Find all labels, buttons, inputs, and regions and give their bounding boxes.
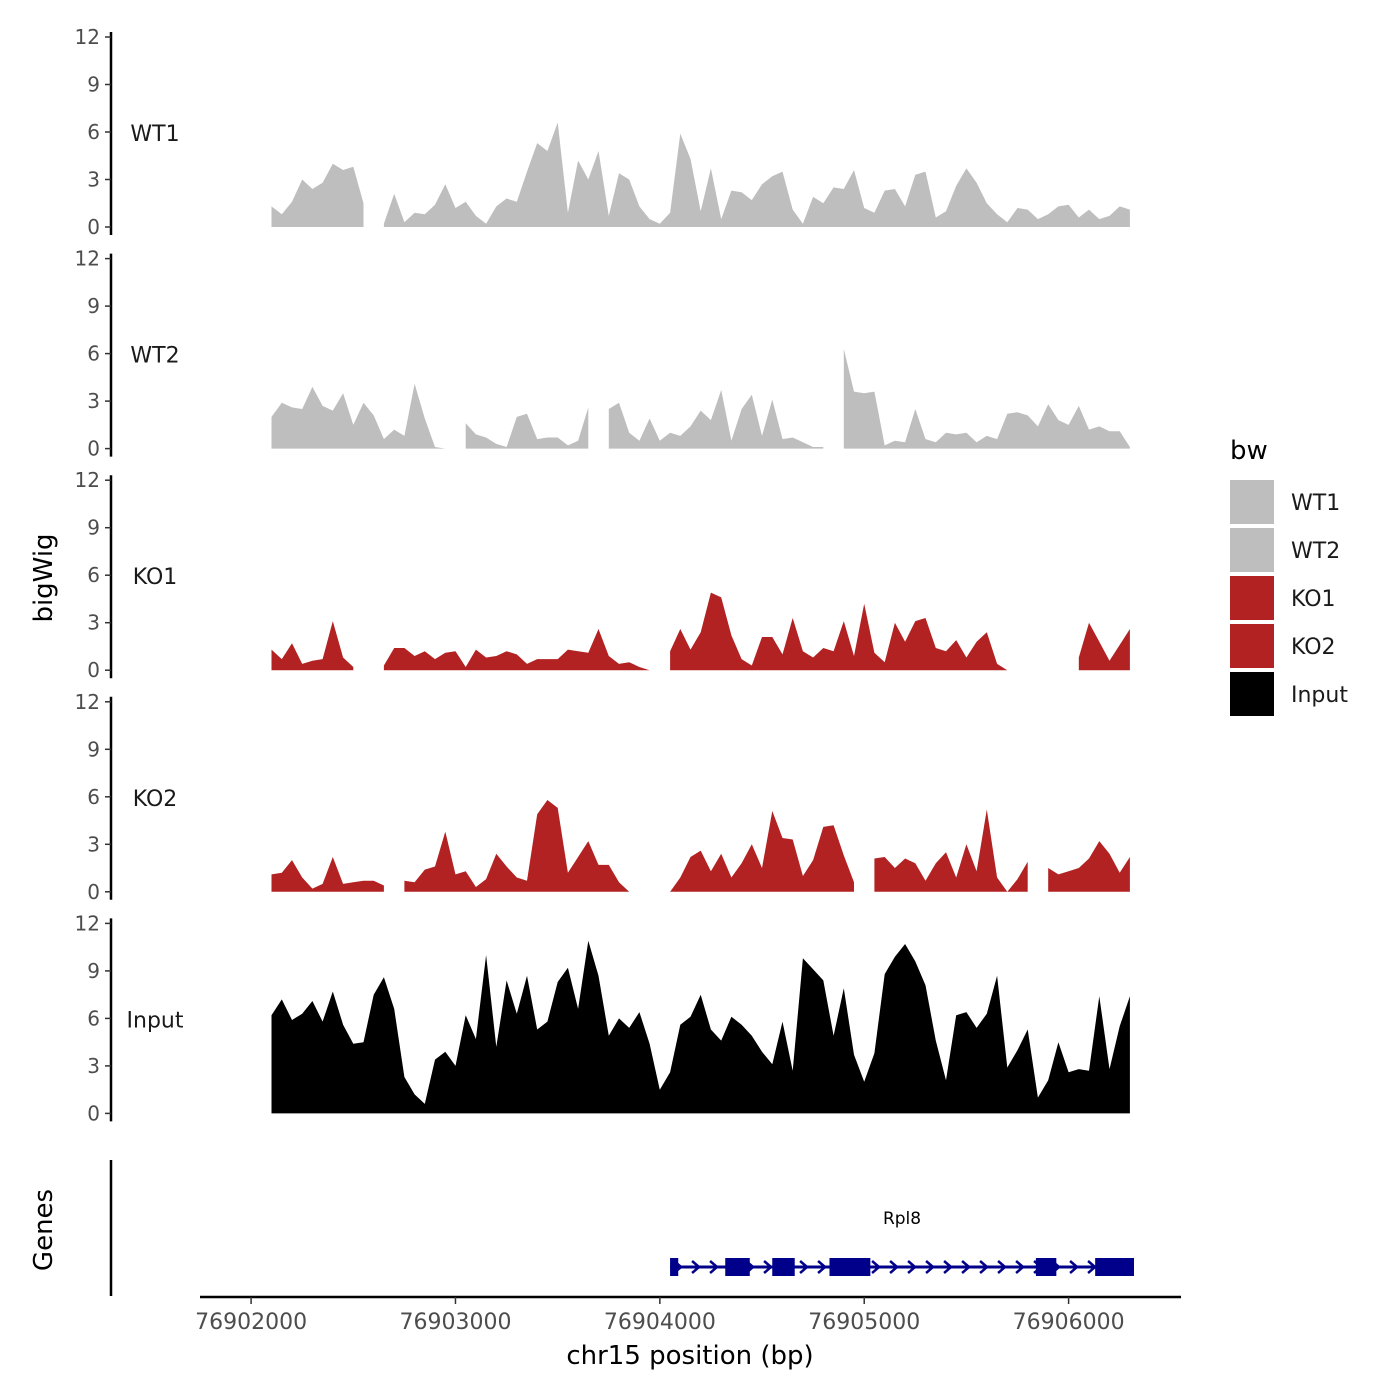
strand-arrow	[1015, 1260, 1025, 1274]
strand-arrow	[943, 1260, 953, 1274]
legend-label-input: Input	[1291, 683, 1348, 708]
y-tick-label: 6	[87, 342, 100, 366]
legend-label-ko1: KO1	[1291, 587, 1336, 612]
genes-panel: Rpl8	[109, 1160, 1134, 1296]
gene-rpl8: Rpl8	[670, 1209, 1134, 1276]
strand-arrow	[889, 1260, 899, 1274]
strand-arrow	[1087, 1260, 1097, 1274]
strand-arrow	[799, 1260, 809, 1274]
gene-exon	[1095, 1258, 1134, 1276]
strand-arrow	[997, 1260, 1007, 1274]
y-tick-label: 6	[87, 563, 100, 587]
gene-exon	[725, 1258, 750, 1276]
track-wt1: 0 3 6 9 12 WT1	[75, 25, 1130, 239]
legend: bw WT1 WT2 KO1 KO2 Input	[1230, 436, 1348, 716]
track-label-ko1: KO1	[133, 565, 178, 590]
legend-swatch-wt2	[1230, 528, 1274, 572]
y-tick-label: 3	[87, 389, 100, 413]
legend-swatch-wt1	[1230, 480, 1274, 524]
y-tick-label: 6	[87, 120, 100, 144]
strand-arrow	[871, 1260, 881, 1274]
gene-exon	[1035, 1258, 1057, 1276]
y-tick-label: 12	[75, 690, 100, 714]
x-tick-label: 76903000	[399, 1310, 511, 1335]
signal-area-ko1	[271, 592, 1130, 671]
y-tick-label: 0	[87, 1101, 100, 1125]
y-tick-label: 3	[87, 168, 100, 192]
track-ko2: 0 3 6 9 12 KO2	[75, 690, 1130, 904]
track-label-input: Input	[127, 1008, 184, 1033]
legend-label-wt2: WT2	[1291, 539, 1340, 564]
y-tick-label: 12	[75, 25, 100, 49]
x-tick-label: 76906000	[1013, 1310, 1125, 1335]
gene-exon	[829, 1258, 871, 1276]
legend-swatch-input	[1230, 672, 1274, 716]
strand-arrow	[691, 1260, 701, 1274]
signal-tracks: 0 3 6 9 12 WT1 0 3 6 9 12 WT2 0 3 6 9 12 KO1 0 3 6 9 12 KO2 0 3 6 9…	[75, 25, 1130, 1125]
y-axis-title: bigWig	[29, 533, 59, 622]
x-axis: 76902000 76903000 76904000 76905000 76906000	[195, 1295, 1181, 1335]
y-tick-label: 9	[87, 959, 100, 983]
track-ko1: 0 3 6 9 12 KO1	[75, 468, 1130, 682]
strand-arrow	[1069, 1260, 1079, 1274]
genes-panel-title: Genes	[29, 1189, 59, 1271]
track-label-ko2: KO2	[133, 787, 178, 812]
y-tick-label: 3	[87, 1054, 100, 1078]
y-tick-label: 3	[87, 611, 100, 635]
gene-exon	[772, 1258, 795, 1276]
y-tick-label: 0	[87, 215, 100, 239]
strand-arrow	[925, 1260, 935, 1274]
y-tick-label: 9	[87, 737, 100, 761]
y-tick-label: 6	[87, 785, 100, 809]
x-axis-title: chr15 position (bp)	[566, 1341, 813, 1371]
signal-area-wt2	[271, 348, 1130, 449]
strand-arrow	[979, 1260, 989, 1274]
gene-label: Rpl8	[883, 1209, 921, 1229]
legend-label-wt1: WT1	[1291, 491, 1340, 516]
track-wt2: 0 3 6 9 12 WT2	[75, 247, 1130, 461]
signal-area-ko2	[271, 800, 1130, 892]
y-tick-label: 9	[87, 73, 100, 97]
y-tick-label: 0	[87, 880, 100, 904]
y-tick-label: 9	[87, 294, 100, 318]
strand-arrow	[763, 1260, 773, 1274]
signal-area-wt1	[271, 122, 1130, 227]
strand-arrow	[907, 1260, 917, 1274]
legend-swatch-ko2	[1230, 624, 1274, 668]
y-tick-label: 6	[87, 1006, 100, 1030]
strand-arrow	[961, 1260, 971, 1274]
y-tick-label: 12	[75, 911, 100, 935]
gene-exon	[670, 1258, 679, 1276]
x-tick-label: 76904000	[604, 1310, 716, 1335]
y-tick-label: 9	[87, 516, 100, 540]
legend-label-ko2: KO2	[1291, 635, 1336, 660]
y-tick-label: 0	[87, 437, 100, 461]
y-tick-label: 12	[75, 468, 100, 492]
strand-arrow	[709, 1260, 719, 1274]
strand-arrow	[817, 1260, 827, 1274]
legend-swatch-ko1	[1230, 576, 1274, 620]
track-label-wt2: WT2	[130, 344, 179, 369]
x-tick-label: 76902000	[195, 1310, 307, 1335]
y-tick-label: 3	[87, 832, 100, 856]
signal-area-input	[271, 940, 1130, 1114]
x-tick-label: 76905000	[808, 1310, 920, 1335]
y-tick-label: 0	[87, 658, 100, 682]
track-label-wt1: WT1	[130, 122, 179, 147]
track-input: 0 3 6 9 12 Input	[75, 911, 1130, 1125]
y-tick-label: 12	[75, 247, 100, 271]
legend-title: bw	[1230, 436, 1268, 466]
